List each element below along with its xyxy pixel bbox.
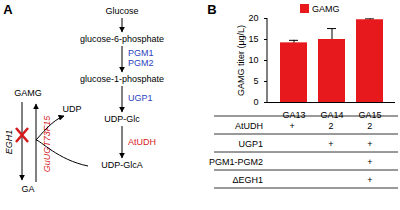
svg-text:GA15: GA15 <box>358 110 381 118</box>
svg-text:Glucose: Glucose <box>105 6 138 16</box>
svg-text:UDP-GlcA: UDP-GlcA <box>101 160 143 170</box>
svg-text:A: A <box>3 2 13 17</box>
svg-text:10: 10 <box>248 55 258 65</box>
svg-text:UGP1: UGP1 <box>238 139 263 149</box>
svg-text:0: 0 <box>253 97 258 107</box>
svg-text:+: + <box>290 121 295 131</box>
svg-text:+: + <box>367 175 372 185</box>
svg-text:B: B <box>207 2 216 17</box>
svg-text:AtUDH: AtUDH <box>128 137 156 147</box>
svg-text:PGM1: PGM1 <box>128 48 154 58</box>
svg-text:2: 2 <box>367 121 372 131</box>
svg-text:2: 2 <box>328 121 333 131</box>
svg-text:15: 15 <box>248 34 258 44</box>
svg-text:AtUDH: AtUDH <box>235 121 263 131</box>
svg-text:GAMG: GAMG <box>14 88 42 98</box>
svg-text:UDP: UDP <box>62 104 81 114</box>
svg-text:glucose-1-phosphate: glucose-1-phosphate <box>80 74 164 84</box>
svg-text:+: + <box>328 139 333 149</box>
svg-text:GAMG titer (μg/L): GAMG titer (μg/L) <box>236 25 246 96</box>
svg-text:GAMG: GAMG <box>312 4 340 14</box>
svg-text:+: + <box>367 157 372 167</box>
svg-text:ΔEGH1: ΔEGH1 <box>232 175 263 185</box>
svg-text:GA13: GA13 <box>282 110 305 118</box>
svg-text:PGM1-PGM2: PGM1-PGM2 <box>209 157 263 167</box>
svg-text:UGP1: UGP1 <box>128 93 153 103</box>
svg-text:GA: GA <box>21 184 34 194</box>
svg-text:+: + <box>367 139 372 149</box>
svg-text:5: 5 <box>253 76 258 86</box>
svg-text:PGM2: PGM2 <box>128 58 154 68</box>
svg-text:GA14: GA14 <box>320 110 343 118</box>
svg-text:glucose-6-phosphate: glucose-6-phosphate <box>80 34 164 44</box>
svg-text:GuUGT73F15: GuUGT73F15 <box>42 115 52 173</box>
svg-text:UDP-Glc: UDP-Glc <box>104 114 140 124</box>
svg-text:20: 20 <box>248 13 258 23</box>
svg-text:EGH1: EGH1 <box>4 130 14 155</box>
